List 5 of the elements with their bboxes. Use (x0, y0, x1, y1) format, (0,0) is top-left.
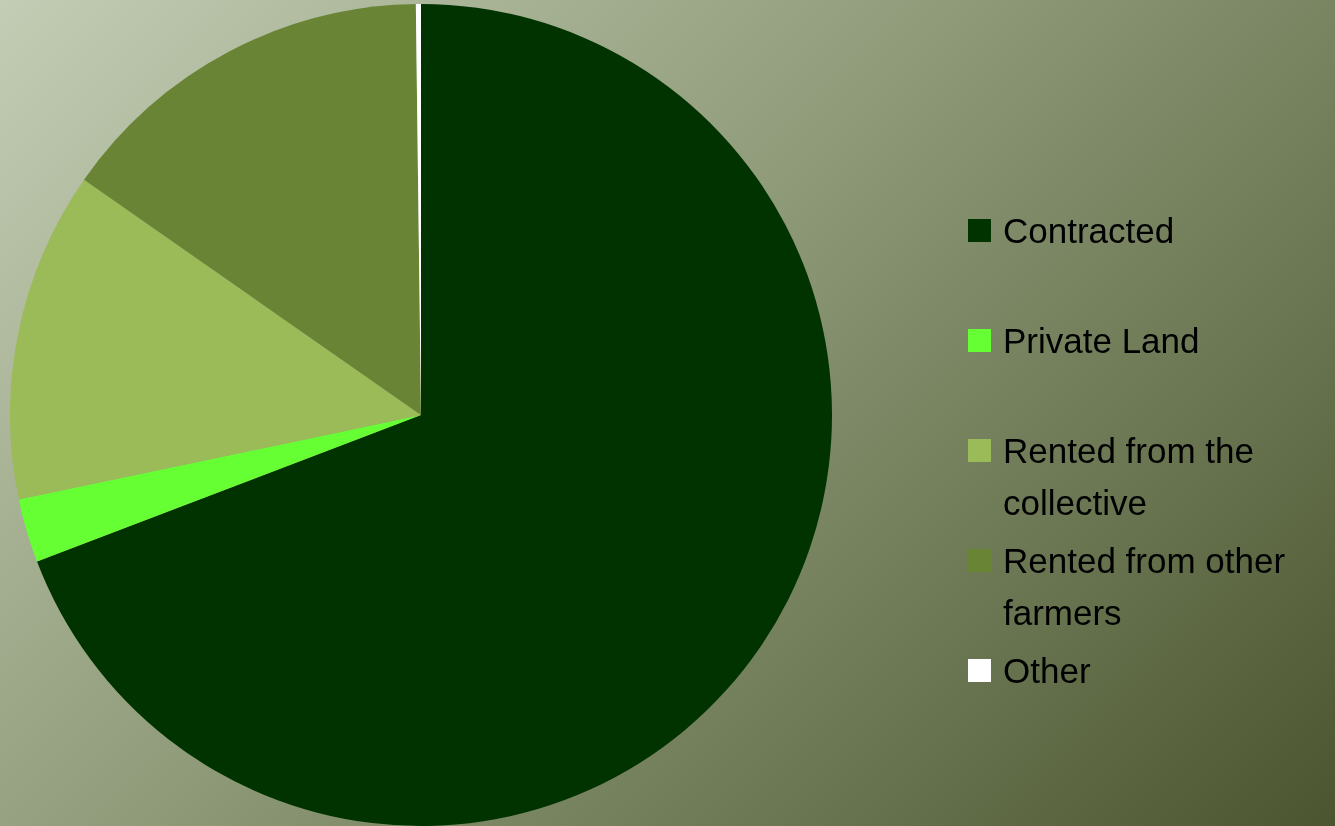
legend-label: Rented from other farmers (1003, 540, 1287, 634)
legend-label: Other (1003, 650, 1091, 692)
legend-label: Rented from the collective (1003, 430, 1255, 524)
legend-label: Private Land (1003, 320, 1200, 362)
legend-label: Contracted (1003, 210, 1175, 252)
